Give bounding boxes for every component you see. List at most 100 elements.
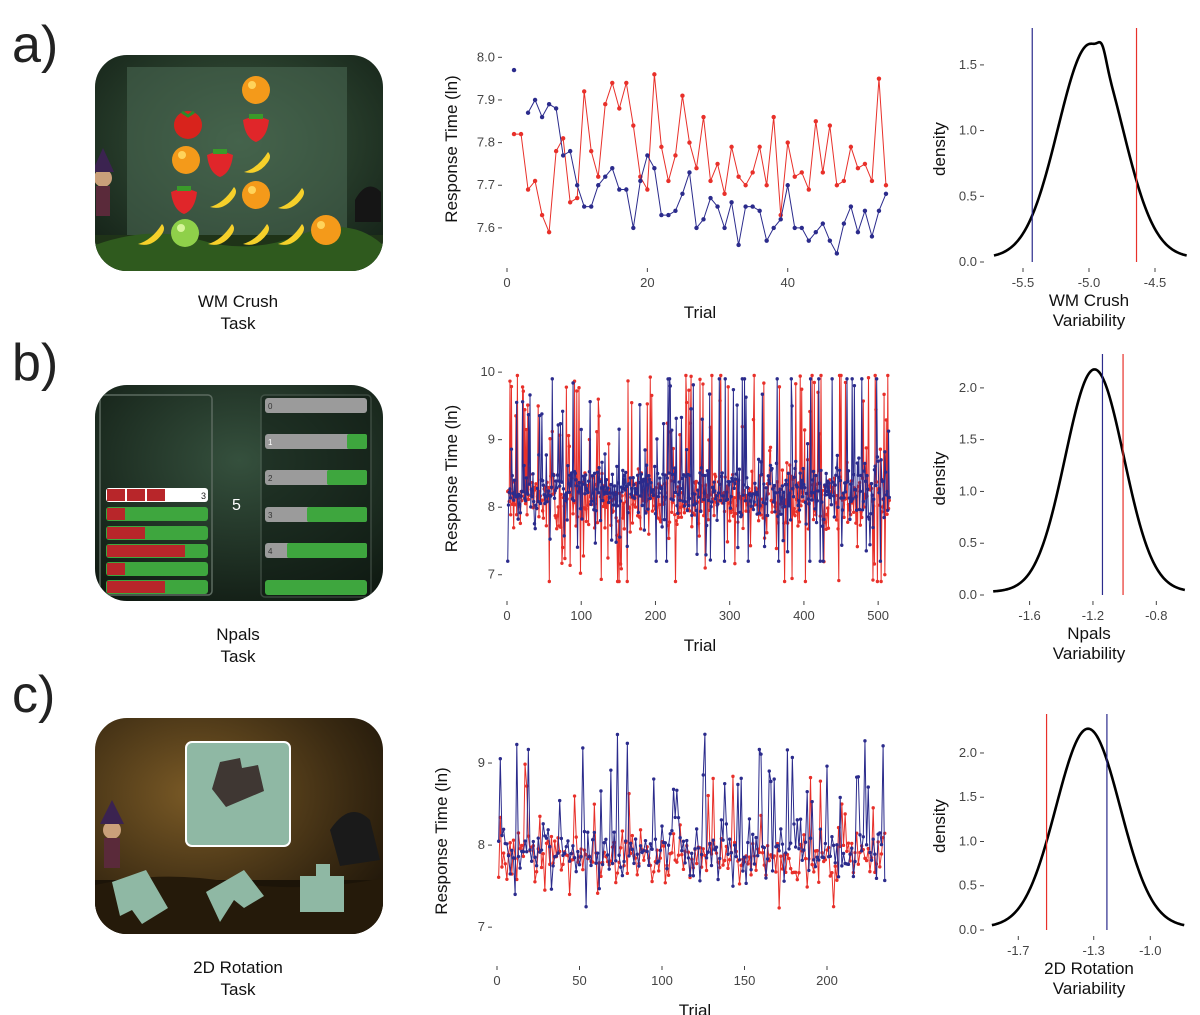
data-point bbox=[868, 543, 872, 547]
x-axis-title-line2: Variability bbox=[1053, 644, 1126, 663]
rotation-caption-line1: 2D Rotation bbox=[193, 958, 283, 977]
data-point bbox=[855, 165, 861, 171]
data-point bbox=[598, 479, 602, 484]
data-point bbox=[764, 238, 769, 243]
choice-shape-1[interactable] bbox=[112, 870, 168, 924]
data-point bbox=[727, 858, 732, 862]
data-point bbox=[806, 497, 811, 501]
data-point bbox=[655, 437, 659, 441]
data-point bbox=[726, 385, 730, 389]
choice-shape-3[interactable] bbox=[300, 864, 344, 912]
data-point bbox=[805, 789, 809, 794]
data-point bbox=[878, 447, 883, 451]
data-point bbox=[602, 841, 606, 845]
x-tick-label: 300 bbox=[719, 608, 741, 623]
data-point bbox=[645, 153, 650, 158]
data-point bbox=[633, 486, 638, 491]
data-point bbox=[652, 165, 657, 171]
data-point bbox=[800, 387, 804, 391]
data-point bbox=[736, 545, 740, 550]
data-point bbox=[693, 492, 697, 496]
data-point bbox=[662, 517, 667, 522]
data-point bbox=[537, 453, 541, 457]
data-point bbox=[722, 225, 727, 231]
data-point bbox=[503, 862, 507, 866]
data-point bbox=[743, 183, 748, 188]
data-point bbox=[605, 491, 609, 496]
choice-shape-2[interactable] bbox=[206, 870, 264, 922]
data-point bbox=[754, 868, 758, 872]
data-point bbox=[759, 752, 763, 756]
data-point bbox=[802, 482, 806, 487]
data-point bbox=[595, 851, 600, 855]
data-point bbox=[739, 863, 743, 868]
y-axis-title: Response Time (ln) bbox=[442, 405, 461, 552]
data-point bbox=[805, 885, 809, 889]
data-point bbox=[701, 847, 705, 851]
data-point bbox=[660, 824, 664, 828]
data-point bbox=[598, 518, 603, 523]
data-point bbox=[726, 852, 730, 857]
data-point bbox=[818, 779, 823, 783]
data-point bbox=[524, 476, 528, 480]
data-point bbox=[879, 842, 884, 847]
npals-level-label: 0 bbox=[268, 402, 273, 411]
data-point bbox=[624, 80, 629, 86]
data-point bbox=[750, 204, 755, 209]
data-point bbox=[818, 827, 823, 831]
data-point bbox=[785, 748, 790, 752]
data-point bbox=[828, 492, 833, 496]
data-point bbox=[817, 858, 821, 862]
data-point bbox=[771, 487, 775, 491]
data-point bbox=[525, 110, 531, 115]
data-point bbox=[852, 383, 857, 388]
data-point bbox=[668, 832, 672, 836]
data-point bbox=[560, 409, 565, 413]
data-point bbox=[686, 856, 691, 860]
data-point bbox=[837, 468, 842, 472]
data-point bbox=[843, 380, 848, 385]
data-point bbox=[564, 385, 569, 389]
data-point bbox=[802, 833, 806, 837]
data-point bbox=[549, 887, 554, 891]
data-point bbox=[834, 183, 840, 188]
data-point bbox=[742, 855, 747, 859]
data-point bbox=[635, 873, 639, 877]
data-point bbox=[560, 545, 565, 550]
data-point bbox=[607, 867, 611, 871]
data-point bbox=[516, 854, 521, 859]
data-point bbox=[757, 747, 762, 752]
data-point bbox=[652, 493, 656, 497]
data-point bbox=[871, 806, 875, 810]
data-point bbox=[846, 862, 851, 867]
data-point bbox=[623, 488, 627, 492]
y-tick-label: 1.5 bbox=[959, 57, 977, 72]
data-point bbox=[633, 837, 638, 841]
data-point bbox=[729, 494, 733, 499]
data-point bbox=[873, 373, 877, 378]
data-point bbox=[799, 503, 803, 508]
data-point bbox=[614, 880, 618, 885]
data-point bbox=[868, 869, 872, 874]
data-point bbox=[798, 471, 802, 475]
data-point bbox=[619, 567, 624, 571]
data-point bbox=[663, 473, 667, 477]
data-point bbox=[696, 488, 700, 492]
data-point bbox=[667, 536, 671, 541]
x-tick-label: 400 bbox=[793, 608, 815, 623]
data-point bbox=[618, 535, 622, 539]
data-point bbox=[615, 871, 620, 875]
data-point bbox=[673, 579, 678, 584]
x-tick-label: 500 bbox=[867, 608, 889, 623]
npals-level-label: 1 bbox=[268, 438, 273, 447]
data-point bbox=[632, 482, 636, 487]
data-point bbox=[608, 490, 612, 495]
data-point bbox=[659, 144, 664, 150]
data-point bbox=[582, 477, 586, 481]
data-point bbox=[780, 484, 785, 488]
panel-b-label: b) bbox=[12, 334, 58, 392]
data-point bbox=[808, 836, 813, 840]
data-point bbox=[533, 880, 537, 884]
data-point bbox=[836, 505, 840, 510]
data-point bbox=[733, 561, 737, 566]
